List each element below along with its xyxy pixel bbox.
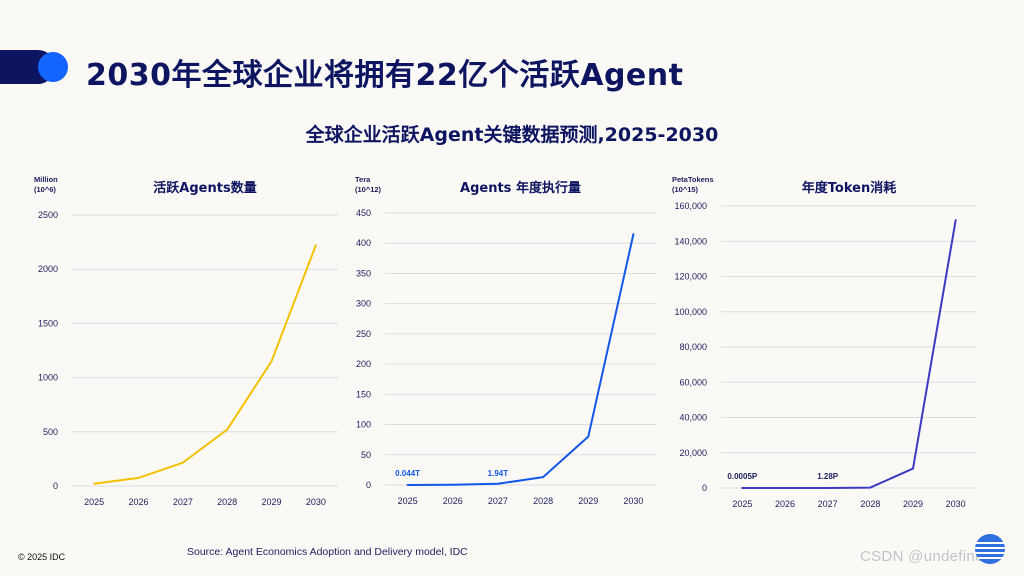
y-tick-label: 2000	[38, 264, 58, 274]
y-tick-label: 500	[43, 427, 58, 437]
chart-title: 活跃Agents数量	[153, 180, 256, 196]
y-tick-label: 150	[356, 389, 371, 399]
series-line	[406, 233, 635, 486]
y-tick-label: 40,000	[679, 413, 707, 423]
source-note: Source: Agent Economics Adoption and Del…	[187, 546, 468, 558]
data-label: 0.044T	[395, 469, 420, 478]
chart-title: Agents 年度执行量	[460, 180, 581, 196]
x-tick-label: 2030	[623, 496, 643, 506]
x-tick-label: 2028	[217, 497, 237, 507]
x-tick-label: 2027	[818, 499, 838, 509]
idc-logo-icon	[975, 534, 1005, 564]
x-tick-label: 2028	[533, 496, 553, 506]
data-label: 1.94T	[488, 469, 509, 478]
y-axis-unit-label: Tera	[355, 175, 371, 184]
y-tick-label: 400	[356, 238, 371, 248]
y-axis-unit-label: Million	[34, 175, 58, 184]
y-tick-label: 50	[361, 450, 371, 460]
chart-title: 年度Token消耗	[802, 180, 896, 196]
x-tick-label: 2028	[860, 499, 880, 509]
y-tick-label: 20,000	[679, 448, 707, 458]
y-tick-label: 0	[366, 480, 371, 490]
y-tick-label: 120,000	[674, 272, 707, 282]
page-title: 2030年全球企业将拥有22亿个活跃Agent	[86, 58, 684, 93]
chart-annual-tokens: PetaTokens (10^15) 年度Token消耗 0 20,000 40,000 6…	[668, 165, 998, 515]
series-line	[741, 219, 957, 489]
x-tick-label: 2029	[578, 496, 598, 506]
chart-annual-executions: Tera (10^12) Agents 年度执行量 0 50 100 150 200 250 30…	[343, 165, 673, 515]
x-tick-label: 2027	[488, 496, 508, 506]
x-tick-label: 2027	[173, 497, 193, 507]
y-tick-label: 60,000	[679, 377, 707, 387]
y-tick-label: 1500	[38, 318, 58, 328]
y-tick-label: 100,000	[674, 307, 707, 317]
data-label: 0.0005P	[727, 472, 757, 481]
x-tick-label: 2030	[946, 499, 966, 509]
x-tick-label: 2026	[775, 499, 795, 509]
y-tick-label: 100	[356, 420, 371, 430]
title-accent-dot	[38, 52, 68, 82]
y-tick-label: 2500	[38, 210, 58, 220]
y-tick-label: 160,000	[674, 201, 707, 211]
chart-svg-annual-executions: Tera(10^12) Agents 年度执行量 0 50 100 150 200 250 30…	[355, 175, 656, 506]
page-subtitle: 全球企业活跃Agent关键数据预测,2025-2030	[305, 124, 719, 146]
y-axis-unit-label: (10^15)	[672, 185, 699, 194]
y-tick-label: 300	[356, 299, 371, 309]
y-tick-label: 250	[356, 329, 371, 339]
x-tick-label: 2029	[903, 499, 923, 509]
copyright-note: © 2025 IDC	[18, 552, 66, 562]
y-tick-label: 0	[53, 481, 58, 491]
x-tick-label: 2025	[732, 499, 752, 509]
x-tick-label: 2030	[306, 497, 326, 507]
y-tick-label: 140,000	[674, 236, 707, 246]
x-tick-label: 2025	[398, 496, 418, 506]
y-tick-label: 1000	[38, 373, 58, 383]
y-tick-label: 350	[356, 268, 371, 278]
series-line	[93, 244, 317, 485]
y-tick-label: 80,000	[679, 342, 707, 352]
y-tick-label: 200	[356, 359, 371, 369]
chart-svg-active-agents: Million(10^6) 活跃Agents数量 0 500 1000 1500 2000 2…	[34, 175, 338, 507]
watermark-text: CSDN @undefined	[860, 548, 993, 565]
y-tick-label: 450	[356, 208, 371, 218]
y-axis-unit-label: (10^6)	[34, 185, 56, 194]
y-axis-unit-label: (10^12)	[355, 185, 382, 194]
chart-svg-annual-tokens: PetaTokens(10^15) 年度Token消耗 0 20,000 40,000 6…	[672, 175, 977, 509]
x-tick-label: 2026	[443, 496, 463, 506]
chart-active-agents: Million (10^6) 活跃Agents数量 0 500 1000 1500 2000 2…	[20, 165, 350, 515]
data-label: 1.28P	[817, 472, 839, 481]
x-tick-label: 2026	[128, 497, 148, 507]
y-tick-label: 0	[702, 483, 707, 493]
y-axis-unit-label: PetaTokens	[672, 175, 714, 184]
x-tick-label: 2025	[84, 497, 104, 507]
x-tick-label: 2029	[261, 497, 281, 507]
